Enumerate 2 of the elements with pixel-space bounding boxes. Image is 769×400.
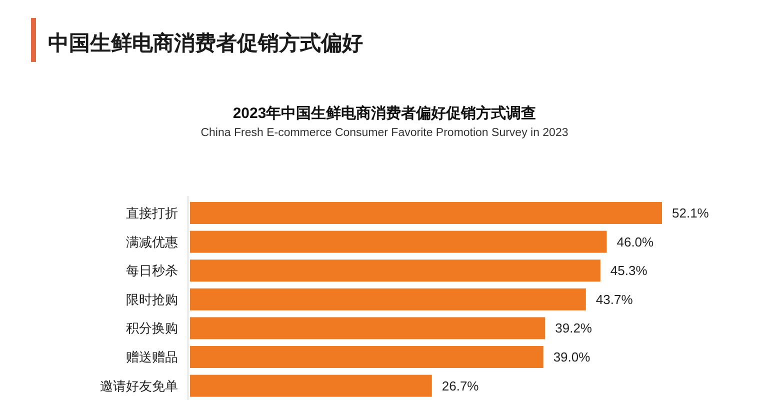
- title: 中国生鲜电商消费者促销方式偏好: [48, 32, 363, 55]
- subtitle: 2023年中国生鲜电商消费者偏好促销方式调查: [232, 105, 536, 122]
